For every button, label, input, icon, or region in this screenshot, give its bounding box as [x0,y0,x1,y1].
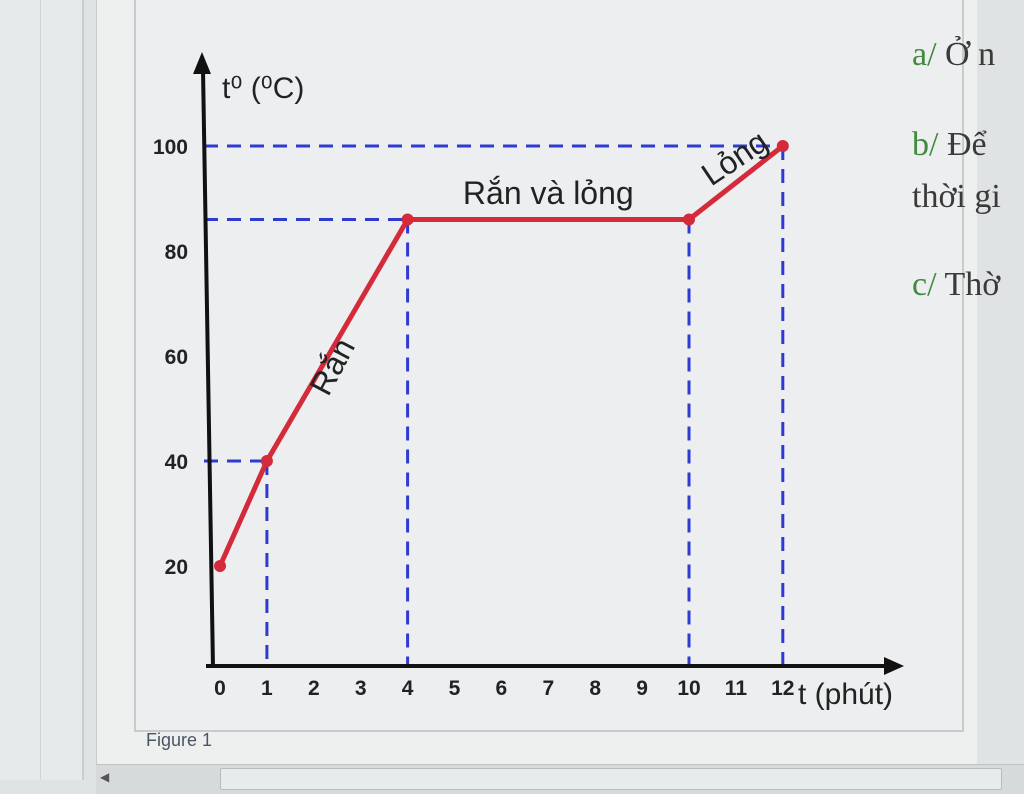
data-point [401,213,414,226]
y-axis-label: t⁰ (⁰C) [222,72,304,105]
scroll-left-icon[interactable]: ◀ [100,770,110,784]
x-tick-label: 7 [542,677,554,700]
question-c-label: c/ [912,266,937,303]
x-tick-label: 2 [308,677,320,700]
scrollbar-thumb[interactable] [220,768,1002,790]
y-axis-arrow-icon [193,52,211,74]
x-tick-label: 12 [771,677,794,700]
figure-frame [134,0,964,732]
question-b-label: b/ [912,126,939,163]
x-tick-label: 11 [725,677,748,700]
question-b-text: Để [946,126,987,163]
x-axis-arrow-icon [884,657,904,675]
question-a-label: a/ [912,36,937,73]
x-axis-label: t (phút) [798,678,893,711]
question-b-continued: thời gi [912,178,1001,216]
y-tick-label: 100 [153,136,188,159]
question-a: a/ Ở n [912,36,995,74]
x-tick-label: 3 [355,677,367,700]
question-a-text: Ở n [945,36,996,73]
phase-label: Rắn [303,332,362,401]
x-tick-label: 9 [636,677,648,700]
x-tick-label: 10 [677,677,700,700]
data-point [260,455,273,467]
left-panel [0,0,84,780]
question-c-text: Thờ [944,266,1001,303]
x-tick-label: 1 [261,677,273,700]
x-tick-label: 4 [402,677,414,700]
y-tick-label: 40 [165,451,188,474]
x-tick-label: 6 [496,677,508,700]
x-tick-label: 0 [214,677,226,700]
data-point [776,140,789,152]
question-b-continued-text: thời gi [912,178,1001,215]
phase-label: Rắn và lỏng [463,175,634,211]
data-point [214,560,226,572]
y-tick-label: 20 [165,556,188,579]
x-tick-label: 5 [449,677,461,700]
x-tick-label: 8 [589,677,601,700]
left-panel-divider [40,0,83,780]
figure-caption: Figure 1 [146,730,213,750]
y-tick-label: 60 [165,346,188,369]
y-axis-line [201,69,215,669]
y-tick-label: 80 [165,241,188,264]
data-point [683,213,695,226]
question-c: c/ Thờ [912,266,1000,304]
question-b: b/ Để [912,126,987,164]
